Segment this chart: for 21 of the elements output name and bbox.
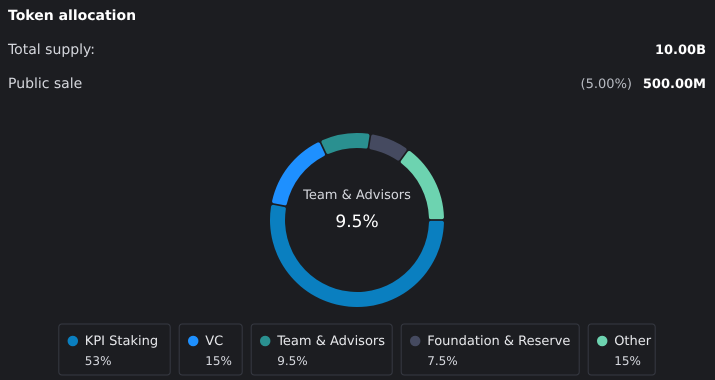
legend-label: KPI Staking (84, 334, 158, 349)
donut-slice (321, 133, 370, 154)
legend-label: Team & Advisors (276, 334, 386, 349)
text: 10.00B (654, 43, 706, 58)
data-label: 15% (205, 354, 232, 368)
text: Team & Advisors (302, 188, 412, 203)
legend-label: Foundation & Reserve (427, 334, 570, 349)
donut-slice (270, 204, 444, 307)
text: Total supply: (7, 42, 95, 58)
data-label: 7.5% (427, 354, 458, 368)
text: (5.00%) (580, 77, 632, 92)
legend-label: VC (205, 334, 224, 349)
text: Public sale (8, 76, 82, 92)
data-label: 15% (614, 354, 641, 368)
data-label: 9.5% (277, 354, 308, 368)
legend-label: Other (614, 334, 652, 349)
data-label: 53% (84, 354, 112, 368)
chart-title: Token allocation (8, 8, 136, 24)
donut-slice (369, 134, 407, 160)
text: 9.5% (335, 212, 379, 232)
text: 500.00M (642, 77, 706, 92)
